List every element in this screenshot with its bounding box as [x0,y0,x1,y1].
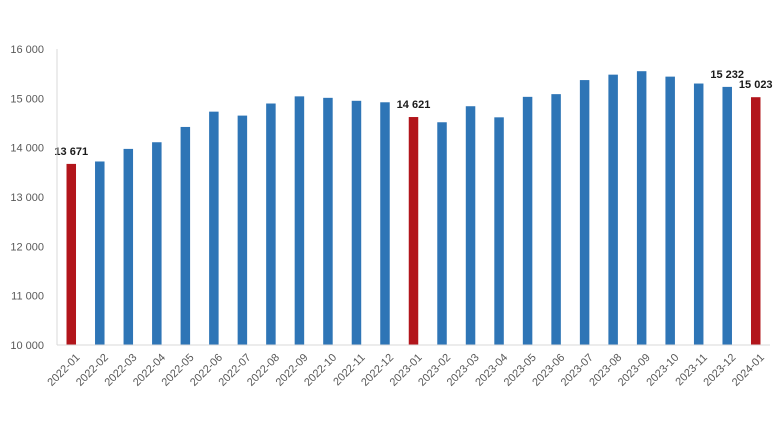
bar-2022-12 [380,102,390,345]
bar-2023-10 [665,76,675,345]
bar-2023-08 [608,74,618,346]
bar-2023-02 [437,122,447,345]
bar-2023-09 [636,71,647,345]
bar-2022-04 [152,142,162,345]
bar-2022-02 [95,161,105,345]
bar-2022-01 [66,163,77,345]
bar-2023-06 [551,94,561,345]
bar-2023-07 [579,80,590,345]
bars [66,71,761,346]
bar-2022-05 [180,126,191,345]
bar-2022-03 [123,148,134,345]
bar-2023-12 [722,86,732,345]
bar-2023-05 [522,96,533,345]
data-label: 14 621 [397,99,431,111]
data-label: 13 671 [54,146,88,158]
y-tick-label: 13 000 [10,192,44,204]
bar-2023-03 [465,106,476,345]
bar-2023-01 [408,117,419,345]
x-axis-ticks: 2022-012022-022022-032022-042022-052022-… [45,352,767,389]
bar-2023-04 [494,117,504,345]
y-tick-label: 16 000 [10,44,44,56]
y-tick-label: 10 000 [10,340,44,352]
y-tick-label: 11 000 [11,291,44,303]
bar-2024-01 [750,97,761,345]
y-tick-label: 12 000 [10,241,44,253]
bar-2022-06 [209,111,219,346]
bar-2022-10 [323,97,333,345]
bar-2022-08 [266,103,276,345]
bar-2022-07 [237,115,248,345]
bar-2023-11 [693,83,704,345]
y-tick-label: 14 000 [10,143,44,155]
bar-2022-09 [294,96,305,345]
data-label: 15 023 [739,79,773,91]
bar-2022-11 [351,100,362,345]
y-tick-label: 15 000 [10,93,44,105]
data-label: 15 232 [710,69,744,81]
y-axis-ticks: 10 000 11 000 12 000 13 000 14 000 15 000 16 0… [10,44,44,352]
